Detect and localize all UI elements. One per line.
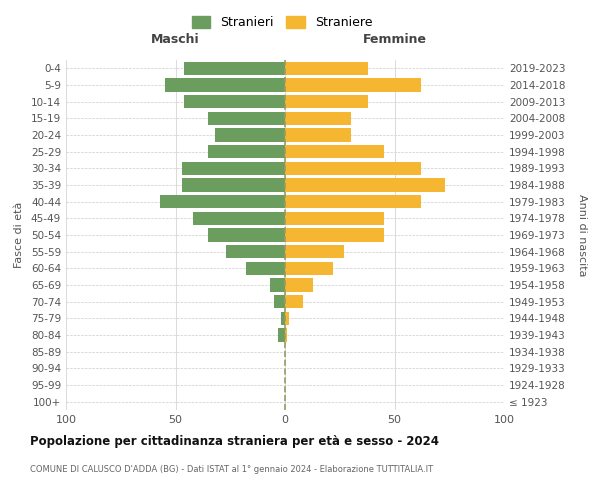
Text: COMUNE DI CALUSCO D'ADDA (BG) - Dati ISTAT al 1° gennaio 2024 - Elaborazione TUT: COMUNE DI CALUSCO D'ADDA (BG) - Dati IST… — [30, 465, 433, 474]
Bar — [285, 112, 351, 125]
Bar — [285, 228, 383, 241]
Text: Femmine: Femmine — [362, 33, 427, 46]
Bar — [269, 278, 285, 291]
Bar — [208, 228, 285, 241]
Bar — [226, 245, 285, 258]
Bar — [285, 128, 351, 141]
Bar — [245, 262, 285, 275]
Bar — [208, 145, 285, 158]
Bar — [160, 195, 285, 208]
Bar — [182, 162, 285, 175]
Bar — [164, 78, 285, 92]
Bar — [184, 62, 285, 75]
Bar — [274, 295, 285, 308]
Bar — [184, 95, 285, 108]
Y-axis label: Fasce di età: Fasce di età — [14, 202, 24, 268]
Bar — [285, 78, 421, 92]
Bar — [285, 95, 368, 108]
Bar — [278, 328, 285, 342]
Bar — [285, 212, 383, 225]
Bar — [285, 262, 333, 275]
Bar — [193, 212, 285, 225]
Bar — [182, 178, 285, 192]
Text: Popolazione per cittadinanza straniera per età e sesso - 2024: Popolazione per cittadinanza straniera p… — [30, 435, 439, 448]
Bar — [285, 245, 344, 258]
Bar — [285, 295, 302, 308]
Bar — [285, 178, 445, 192]
Bar — [285, 195, 421, 208]
Text: Maschi: Maschi — [151, 33, 200, 46]
Bar — [281, 312, 285, 325]
Legend: Stranieri, Straniere: Stranieri, Straniere — [187, 11, 377, 34]
Bar — [285, 145, 383, 158]
Y-axis label: Anni di nascita: Anni di nascita — [577, 194, 587, 276]
Bar — [285, 62, 368, 75]
Bar — [285, 162, 421, 175]
Bar — [285, 328, 287, 342]
Bar — [285, 312, 289, 325]
Bar — [215, 128, 285, 141]
Bar — [208, 112, 285, 125]
Bar — [285, 278, 313, 291]
